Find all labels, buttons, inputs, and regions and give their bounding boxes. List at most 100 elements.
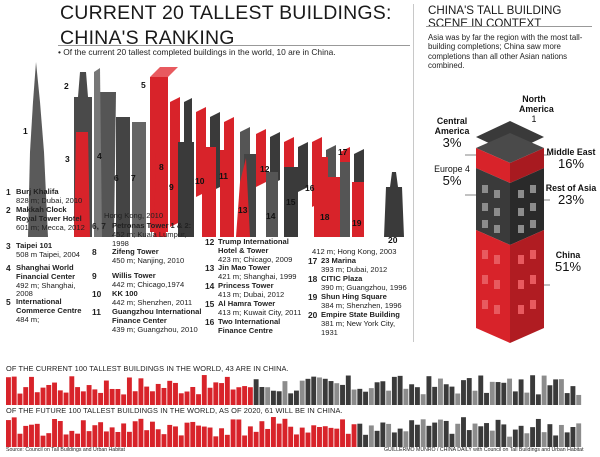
legend-rank: 19 bbox=[308, 292, 318, 302]
china-building-mark bbox=[109, 388, 115, 405]
china-building-mark bbox=[340, 419, 345, 447]
other-building-mark bbox=[288, 393, 294, 405]
page-title: CURRENT 20 TALLEST BUILDINGS: CHINA'S RA… bbox=[60, 3, 392, 49]
china-building-mark bbox=[69, 376, 75, 405]
china-building-mark bbox=[115, 389, 121, 405]
other-building-mark bbox=[414, 424, 420, 447]
china-building-mark bbox=[173, 426, 178, 447]
china-building-mark bbox=[34, 423, 40, 447]
legend-detail: 384 m; Shenzhen, 1996 bbox=[321, 300, 402, 310]
legend-name: Taipei 101 bbox=[16, 241, 53, 250]
china-building-mark bbox=[259, 421, 265, 447]
rank-label: 2 bbox=[64, 81, 69, 91]
rank-label: 15 bbox=[286, 197, 296, 207]
other-building-mark bbox=[368, 388, 374, 405]
legend-rank: 4 bbox=[6, 263, 11, 273]
legend-detail: 492 m; Shanghai, 2008 bbox=[16, 280, 76, 299]
china-building-mark bbox=[224, 434, 230, 447]
other-building-mark bbox=[259, 386, 265, 405]
other-building-mark bbox=[576, 423, 582, 447]
other-building-mark bbox=[270, 390, 276, 405]
legend-detail: 381 m; New York City, 1931 bbox=[321, 318, 396, 337]
title-line-2: CHINA'S RANKING bbox=[60, 27, 235, 49]
rank-label: 20 bbox=[388, 235, 398, 245]
china-building-mark bbox=[138, 418, 144, 447]
china-building-mark bbox=[150, 391, 155, 405]
region-name: North America bbox=[519, 94, 554, 114]
legend-item: 3 Taipei 101 508 m Taipei, 2004 bbox=[6, 241, 80, 260]
tower-china-windows bbox=[482, 250, 536, 314]
strip-current-skyline bbox=[6, 375, 582, 405]
other-building-mark bbox=[478, 375, 484, 405]
other-building-mark bbox=[472, 423, 478, 447]
china-building-mark bbox=[190, 386, 196, 405]
title-line-1: CURRENT 20 TALLEST BUILDINGS: bbox=[60, 2, 392, 24]
china-building-mark bbox=[86, 431, 92, 447]
other-building-mark bbox=[386, 423, 392, 447]
china-building-mark bbox=[230, 419, 236, 447]
china-building-mark bbox=[75, 433, 81, 447]
building-8 bbox=[154, 142, 166, 237]
china-building-mark bbox=[219, 428, 225, 447]
region-value: 5% bbox=[442, 173, 462, 188]
other-building-mark bbox=[380, 381, 386, 405]
divider bbox=[426, 26, 592, 27]
legend-detail: 412 m; Hong Kong, 2003 bbox=[312, 247, 397, 256]
other-building-mark bbox=[530, 375, 536, 405]
china-building-mark bbox=[52, 419, 57, 447]
legend-item: 15 Al Hamra Tower 413 m; Kuwait City, 20… bbox=[205, 299, 301, 318]
legend-detail: Hong Kong, 2010 bbox=[104, 211, 164, 220]
rank-label: 1 bbox=[23, 126, 28, 136]
region-name: China bbox=[555, 250, 581, 260]
other-building-mark bbox=[507, 378, 513, 405]
china-building-mark bbox=[63, 392, 69, 405]
other-building-mark bbox=[391, 432, 397, 447]
other-building-mark bbox=[276, 391, 282, 405]
other-building-mark bbox=[564, 432, 570, 447]
building-4 bbox=[100, 92, 116, 237]
tower-windows bbox=[482, 185, 536, 233]
rank-label: 9 bbox=[169, 182, 174, 192]
china-building-mark bbox=[52, 382, 57, 405]
region-value: 51% bbox=[554, 259, 582, 274]
legend-item: 9 Willis Tower 442 m; Chicago,1974 bbox=[92, 271, 184, 290]
divider bbox=[413, 4, 414, 342]
region-value: 3% bbox=[442, 135, 462, 150]
legend-item: 17 23 Marina 393 m; Dubai, 2012 bbox=[308, 256, 388, 275]
legend-detail: 393 m; Dubai, 2012 bbox=[321, 264, 388, 274]
china-building-mark bbox=[219, 383, 225, 405]
legend-item: 11 Guangzhou International Finance Cente… bbox=[92, 307, 204, 334]
china-building-mark bbox=[201, 375, 207, 405]
other-building-mark bbox=[541, 432, 547, 447]
china-building-mark bbox=[109, 427, 115, 447]
region-middle-east: Middle East 16% bbox=[543, 147, 599, 171]
legend-name: Princess Tower bbox=[218, 281, 274, 290]
legend-name: Empire State Building bbox=[321, 310, 400, 319]
other-building-mark bbox=[484, 423, 489, 447]
rank-label: 14 bbox=[266, 211, 276, 221]
building-4-side bbox=[94, 68, 102, 237]
china-building-mark bbox=[178, 435, 184, 447]
context-title-line-1: CHINA'S TALL BUILDING bbox=[428, 4, 562, 17]
building-13 bbox=[236, 158, 250, 237]
china-building-mark bbox=[40, 435, 46, 447]
china-building-mark bbox=[334, 428, 340, 447]
building-3 bbox=[74, 132, 90, 237]
rank-label: 10 bbox=[195, 176, 205, 186]
other-building-mark bbox=[507, 436, 513, 447]
strip-future-skyline bbox=[6, 417, 582, 447]
china-building-mark bbox=[150, 421, 155, 447]
other-building-mark bbox=[547, 424, 553, 447]
other-building-mark bbox=[363, 391, 369, 405]
other-building-mark bbox=[386, 390, 392, 405]
legend-rank: 8 bbox=[92, 247, 97, 257]
legend-name: CITIC Plaza bbox=[321, 274, 363, 283]
legend-detail: 442 m; Shenzhen, 2011 bbox=[112, 297, 193, 307]
china-building-mark bbox=[236, 419, 242, 447]
region-value: 23% bbox=[557, 192, 585, 207]
other-building-mark bbox=[380, 422, 386, 447]
china-building-mark bbox=[115, 431, 121, 447]
strip-current-label: OF THE CURRENT 100 TALLEST BUILDINGS IN … bbox=[6, 364, 289, 373]
tower-block-china-right bbox=[510, 230, 544, 343]
china-building-mark bbox=[92, 425, 98, 447]
